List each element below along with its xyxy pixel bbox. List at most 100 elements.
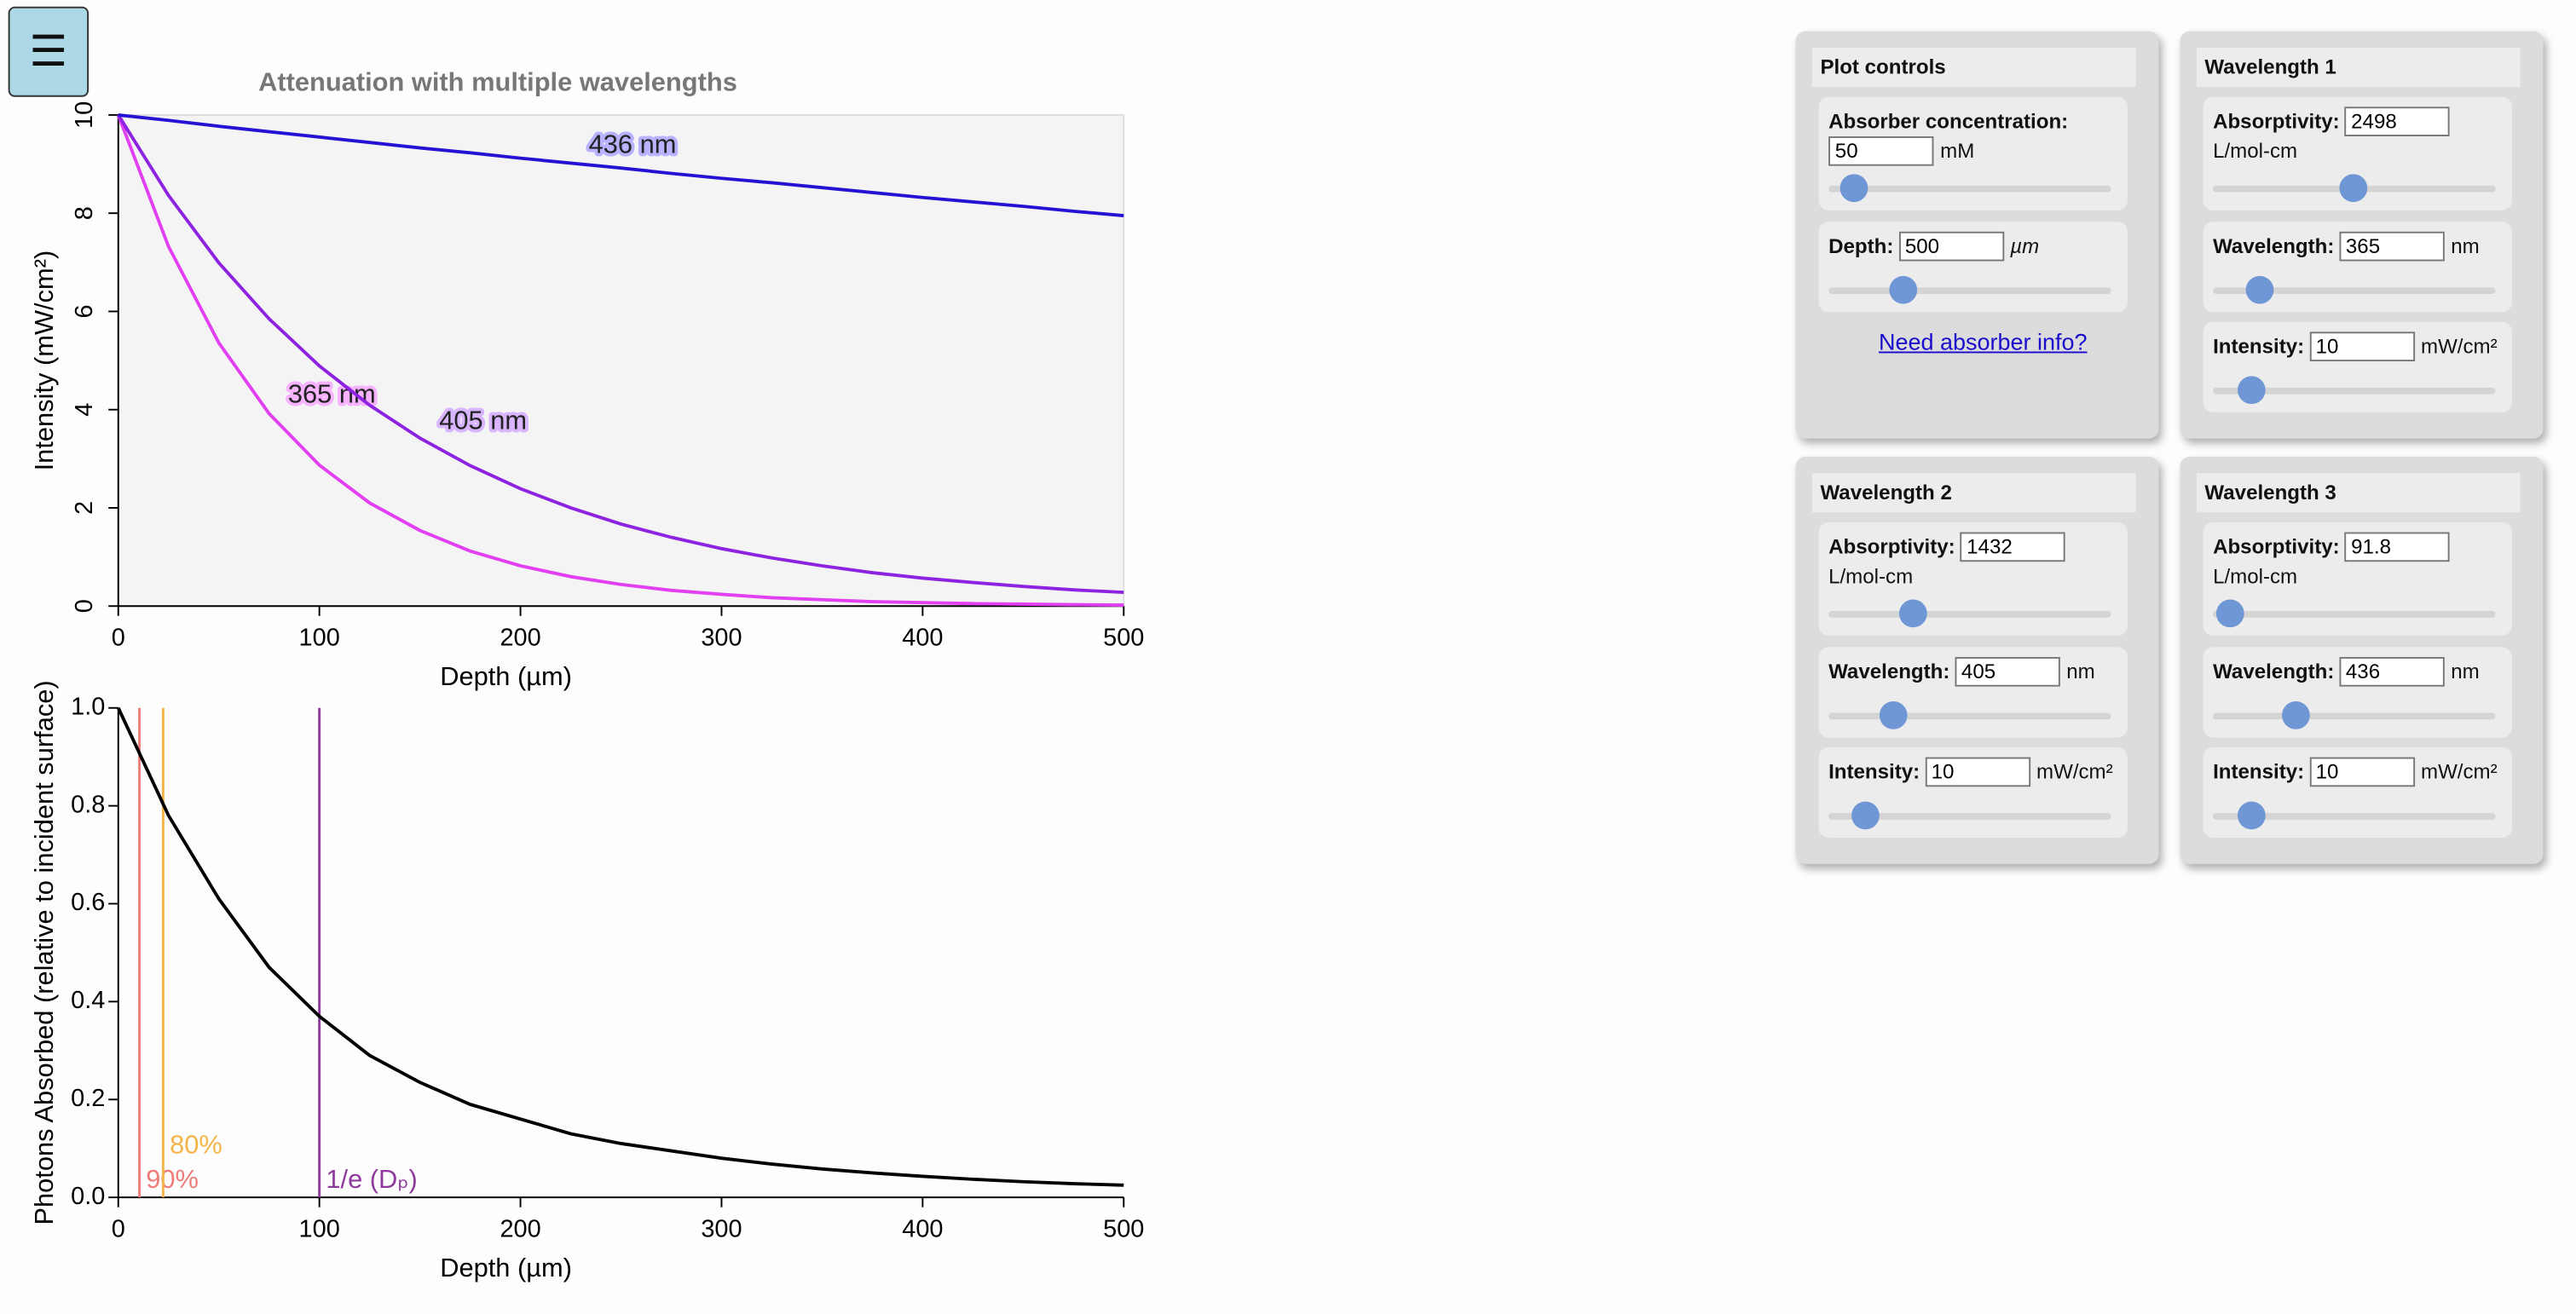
text-input[interactable]: [1924, 757, 2030, 787]
field-label: Intensity:: [1828, 760, 1920, 784]
slider-thumb[interactable]: [2245, 275, 2274, 304]
series-label: 405 nm: [439, 406, 527, 435]
text-input[interactable]: [1828, 135, 1934, 166]
x-tick-label: 200: [500, 624, 540, 651]
slider[interactable]: [2213, 801, 2496, 830]
slider-thumb[interactable]: [1889, 275, 1918, 304]
field-unit: nm: [2451, 234, 2480, 258]
text-input[interactable]: [2308, 757, 2415, 787]
slider[interactable]: [1828, 701, 2111, 729]
slider[interactable]: [1828, 801, 2111, 830]
slider[interactable]: [1828, 275, 2111, 304]
field-label: Wavelength:: [1828, 660, 1950, 683]
field-label: Absorptivity:: [2213, 110, 2340, 134]
field-unit: L/mol-cm: [2213, 139, 2298, 163]
x-axis-label: Depth (µm): [440, 661, 572, 691]
x-tick-label: 100: [299, 1215, 340, 1242]
field-label: Wavelength:: [2213, 234, 2335, 258]
y-axis-label: Intensity (mW/cm²): [29, 251, 59, 471]
line: [117, 706, 1124, 1187]
text-input[interactable]: [2339, 657, 2445, 687]
slider[interactable]: [2213, 701, 2496, 729]
y-tick-label: 0.4: [71, 987, 105, 1014]
y-tick-label: 0.0: [71, 1183, 105, 1210]
line: [117, 113, 1124, 595]
text-input[interactable]: [2344, 532, 2450, 562]
field-label: Absorber concentration:: [1828, 110, 2069, 134]
text-input[interactable]: [2339, 231, 2445, 262]
field-row: Intensity: mW/cm²: [2213, 757, 2509, 787]
text-input[interactable]: [2308, 331, 2415, 362]
field: Wavelength: nm: [1818, 647, 2128, 738]
marker-label: 90%: [146, 1164, 199, 1194]
x-tick-label: 500: [1103, 624, 1144, 651]
slider[interactable]: [1828, 174, 2111, 203]
text-input[interactable]: [1955, 657, 2060, 687]
field: Wavelength: nm: [2203, 647, 2512, 738]
plots: Attenuation with multiple wavelengths 0 10…: [29, 66, 1144, 1282]
slider-thumb[interactable]: [2237, 801, 2266, 830]
slider[interactable]: [2213, 376, 2496, 405]
marker-label: 80%: [170, 1130, 222, 1160]
field-row: Wavelength: nm: [2213, 231, 2509, 262]
field-row: Intensity: mW/cm²: [2213, 331, 2509, 362]
slider[interactable]: [1828, 599, 2111, 628]
text-input[interactable]: [1960, 532, 2065, 562]
absorber-info-link[interactable]: Need absorber info?: [1878, 328, 2088, 355]
slider-thumb[interactable]: [2282, 701, 2310, 729]
field: Absorber concentration: mM: [1818, 96, 2128, 210]
field-row: Absorptivity: L/mol-cm: [1828, 532, 2124, 591]
x-axis-label: Depth (µm): [440, 1253, 572, 1282]
x-tick-label: 0: [112, 1215, 125, 1242]
field-label: Intensity:: [2213, 760, 2305, 784]
field: Intensity: mW/cm²: [2203, 747, 2512, 839]
field-unit: mW/cm²: [2036, 760, 2113, 784]
slider-thumb[interactable]: [1851, 801, 1880, 830]
field-row: Absorptivity: L/mol-cm: [2213, 532, 2509, 591]
y-tick-label: 1.0: [71, 693, 105, 720]
slider[interactable]: [2213, 599, 2496, 628]
x-tick-label: 400: [902, 624, 943, 651]
x-tick-label: 100: [299, 624, 340, 651]
y-tick-label: 8: [71, 206, 98, 220]
field: Intensity: mW/cm²: [2203, 321, 2512, 412]
menu-button[interactable]: ☰: [8, 6, 90, 97]
chart-title: Attenuation with multiple wavelengths: [258, 66, 737, 96]
y-tick-label: 2: [71, 501, 98, 515]
text-input[interactable]: [1898, 231, 2004, 262]
field: Wavelength: nm: [2203, 222, 2512, 313]
field-label: Absorptivity:: [2213, 535, 2340, 559]
field-row: Wavelength: nm: [1828, 657, 2124, 687]
field-unit: nm: [2451, 660, 2480, 683]
field-row: Depth: µm: [1828, 231, 2124, 262]
x-tick-label: 0: [112, 624, 125, 651]
field-label: Wavelength:: [2213, 660, 2335, 683]
x-tick-label: 300: [701, 624, 742, 651]
field-label: Depth:: [1828, 234, 1894, 258]
field-unit: mW/cm²: [2420, 335, 2498, 359]
field-unit: µm: [2010, 234, 2040, 258]
x-tick-label: 200: [500, 1215, 540, 1242]
field-label: Absorptivity:: [1828, 535, 1955, 559]
field-unit: mW/cm²: [2420, 760, 2498, 784]
slider-thumb[interactable]: [2237, 376, 2266, 405]
slider[interactable]: [2213, 275, 2496, 304]
field-unit: L/mol-cm: [1828, 565, 1914, 589]
field-row: Wavelength: nm: [2213, 657, 2509, 687]
slider[interactable]: [2213, 174, 2496, 203]
slider-thumb[interactable]: [1898, 599, 1927, 628]
field: Depth: µm: [1818, 222, 2128, 313]
field-row: Intensity: mW/cm²: [1828, 757, 2124, 787]
slider-thumb[interactable]: [1879, 701, 1908, 729]
field-row: Absorptivity: L/mol-cm: [2213, 107, 2509, 165]
slider-thumb[interactable]: [2215, 599, 2244, 628]
slider-thumb[interactable]: [2339, 174, 2368, 203]
x-tick-label: 500: [1103, 1215, 1144, 1242]
slider-thumb[interactable]: [1840, 174, 1868, 203]
field: Absorptivity: L/mol-cm: [2203, 96, 2512, 210]
y-axis-label: Photons Absorbed (relative to incident s…: [29, 680, 59, 1225]
text-input[interactable]: [2344, 107, 2450, 136]
field: Intensity: mW/cm²: [1818, 747, 2128, 839]
